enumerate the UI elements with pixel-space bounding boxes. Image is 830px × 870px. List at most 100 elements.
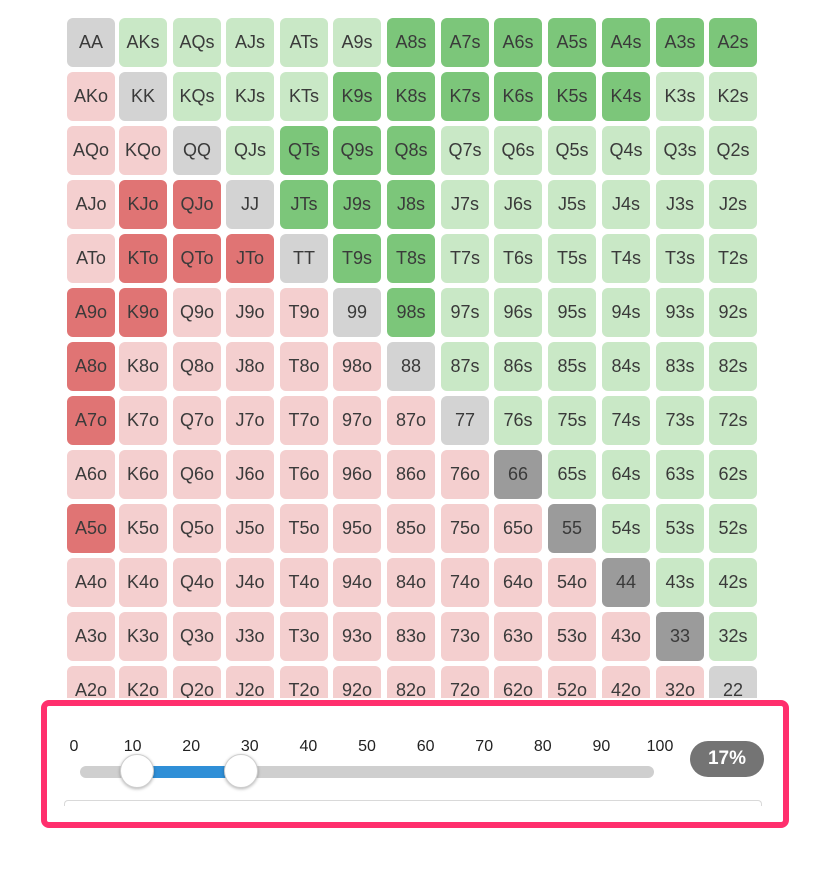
hand-cell[interactable]: T2o: [280, 666, 328, 698]
hand-cell[interactable]: K2s: [709, 72, 757, 121]
hand-cell[interactable]: QJo: [173, 180, 221, 229]
hand-cell[interactable]: 98s: [387, 288, 435, 337]
hand-cell[interactable]: J5s: [548, 180, 596, 229]
hand-cell[interactable]: 95s: [548, 288, 596, 337]
hand-cell[interactable]: T5s: [548, 234, 596, 283]
hand-cell[interactable]: 65s: [548, 450, 596, 499]
hand-cell[interactable]: K6s: [494, 72, 542, 121]
hand-cell[interactable]: Q9o: [173, 288, 221, 337]
hand-cell[interactable]: Q7s: [441, 126, 489, 175]
hand-cell[interactable]: 72s: [709, 396, 757, 445]
slider-handle-low[interactable]: [120, 754, 155, 788]
hand-cell[interactable]: 86s: [494, 342, 542, 391]
hand-cell[interactable]: 52s: [709, 504, 757, 553]
hand-cell[interactable]: J7s: [441, 180, 489, 229]
hand-cell[interactable]: JTs: [280, 180, 328, 229]
hand-cell[interactable]: 66: [494, 450, 542, 499]
hand-cell[interactable]: 73o: [441, 612, 489, 661]
hand-cell[interactable]: 98o: [333, 342, 381, 391]
hand-cell[interactable]: AKo: [67, 72, 115, 121]
hand-cell[interactable]: 43s: [656, 558, 704, 607]
hand-cell[interactable]: J7o: [226, 396, 274, 445]
hand-cell[interactable]: ATo: [67, 234, 115, 283]
hand-cell[interactable]: 42o: [602, 666, 650, 698]
hand-cell[interactable]: T3s: [656, 234, 704, 283]
hand-cell[interactable]: J6s: [494, 180, 542, 229]
hand-cell[interactable]: 97o: [333, 396, 381, 445]
hand-cell[interactable]: Q5o: [173, 504, 221, 553]
hand-cell[interactable]: 54o: [548, 558, 596, 607]
hand-cell[interactable]: Q6o: [173, 450, 221, 499]
hand-cell[interactable]: 77: [441, 396, 489, 445]
hand-cell[interactable]: 54s: [602, 504, 650, 553]
hand-cell[interactable]: K9o: [119, 288, 167, 337]
hand-cell[interactable]: A7o: [67, 396, 115, 445]
hand-cell[interactable]: 96s: [494, 288, 542, 337]
hand-cell[interactable]: T9s: [333, 234, 381, 283]
hand-cell[interactable]: J5o: [226, 504, 274, 553]
hand-cell[interactable]: T6s: [494, 234, 542, 283]
hand-cell[interactable]: 82o: [387, 666, 435, 698]
hand-cell[interactable]: KJs: [226, 72, 274, 121]
slider-handle-high[interactable]: [223, 754, 258, 788]
hand-cell[interactable]: AKs: [119, 18, 167, 67]
hand-cell[interactable]: A9s: [333, 18, 381, 67]
hand-cell[interactable]: JJ: [226, 180, 274, 229]
hand-cell[interactable]: T7o: [280, 396, 328, 445]
hand-cell[interactable]: K5s: [548, 72, 596, 121]
hand-cell[interactable]: Q3s: [656, 126, 704, 175]
hand-cell[interactable]: 53o: [548, 612, 596, 661]
hand-cell[interactable]: T4o: [280, 558, 328, 607]
hand-cell[interactable]: T9o: [280, 288, 328, 337]
hand-cell[interactable]: JTo: [226, 234, 274, 283]
hand-cell[interactable]: 64o: [494, 558, 542, 607]
hand-cell[interactable]: 76s: [494, 396, 542, 445]
hand-cell[interactable]: K8o: [119, 342, 167, 391]
hand-cell[interactable]: J4s: [602, 180, 650, 229]
hand-cell[interactable]: K5o: [119, 504, 167, 553]
hand-cell[interactable]: A5s: [548, 18, 596, 67]
hand-cell[interactable]: A8s: [387, 18, 435, 67]
hand-cell[interactable]: T8s: [387, 234, 435, 283]
hand-cell[interactable]: 93o: [333, 612, 381, 661]
hand-cell[interactable]: KQo: [119, 126, 167, 175]
hand-cell[interactable]: 94o: [333, 558, 381, 607]
hand-cell[interactable]: J2o: [226, 666, 274, 698]
hand-cell[interactable]: 99: [333, 288, 381, 337]
hand-cell[interactable]: Q3o: [173, 612, 221, 661]
hand-cell[interactable]: 85o: [387, 504, 435, 553]
hand-cell[interactable]: 32s: [709, 612, 757, 661]
hand-cell[interactable]: 64s: [602, 450, 650, 499]
hand-cell[interactable]: 72o: [441, 666, 489, 698]
hand-cell[interactable]: J8o: [226, 342, 274, 391]
hand-cell[interactable]: 92s: [709, 288, 757, 337]
hand-cell[interactable]: KJo: [119, 180, 167, 229]
hand-cell[interactable]: T2s: [709, 234, 757, 283]
hand-cell[interactable]: K3o: [119, 612, 167, 661]
hand-cell[interactable]: 62o: [494, 666, 542, 698]
hand-cell[interactable]: 55: [548, 504, 596, 553]
hand-cell[interactable]: J8s: [387, 180, 435, 229]
hand-cell[interactable]: 83s: [656, 342, 704, 391]
hand-cell[interactable]: Q6s: [494, 126, 542, 175]
hand-cell[interactable]: 84o: [387, 558, 435, 607]
hand-cell[interactable]: T7s: [441, 234, 489, 283]
hand-cell[interactable]: Q4o: [173, 558, 221, 607]
hand-cell[interactable]: 62s: [709, 450, 757, 499]
hand-cell[interactable]: K8s: [387, 72, 435, 121]
hand-cell[interactable]: 75s: [548, 396, 596, 445]
hand-cell[interactable]: K7o: [119, 396, 167, 445]
hand-cell[interactable]: 65o: [494, 504, 542, 553]
hand-cell[interactable]: QQ: [173, 126, 221, 175]
hand-cell[interactable]: 85s: [548, 342, 596, 391]
hand-cell[interactable]: A6s: [494, 18, 542, 67]
hand-cell[interactable]: KK: [119, 72, 167, 121]
hand-cell[interactable]: 42s: [709, 558, 757, 607]
hand-cell[interactable]: 96o: [333, 450, 381, 499]
hand-cell[interactable]: K2o: [119, 666, 167, 698]
hand-cell[interactable]: ATs: [280, 18, 328, 67]
hand-cell[interactable]: K7s: [441, 72, 489, 121]
hand-cell[interactable]: Q9s: [333, 126, 381, 175]
hand-cell[interactable]: 76o: [441, 450, 489, 499]
hand-cell[interactable]: A7s: [441, 18, 489, 67]
